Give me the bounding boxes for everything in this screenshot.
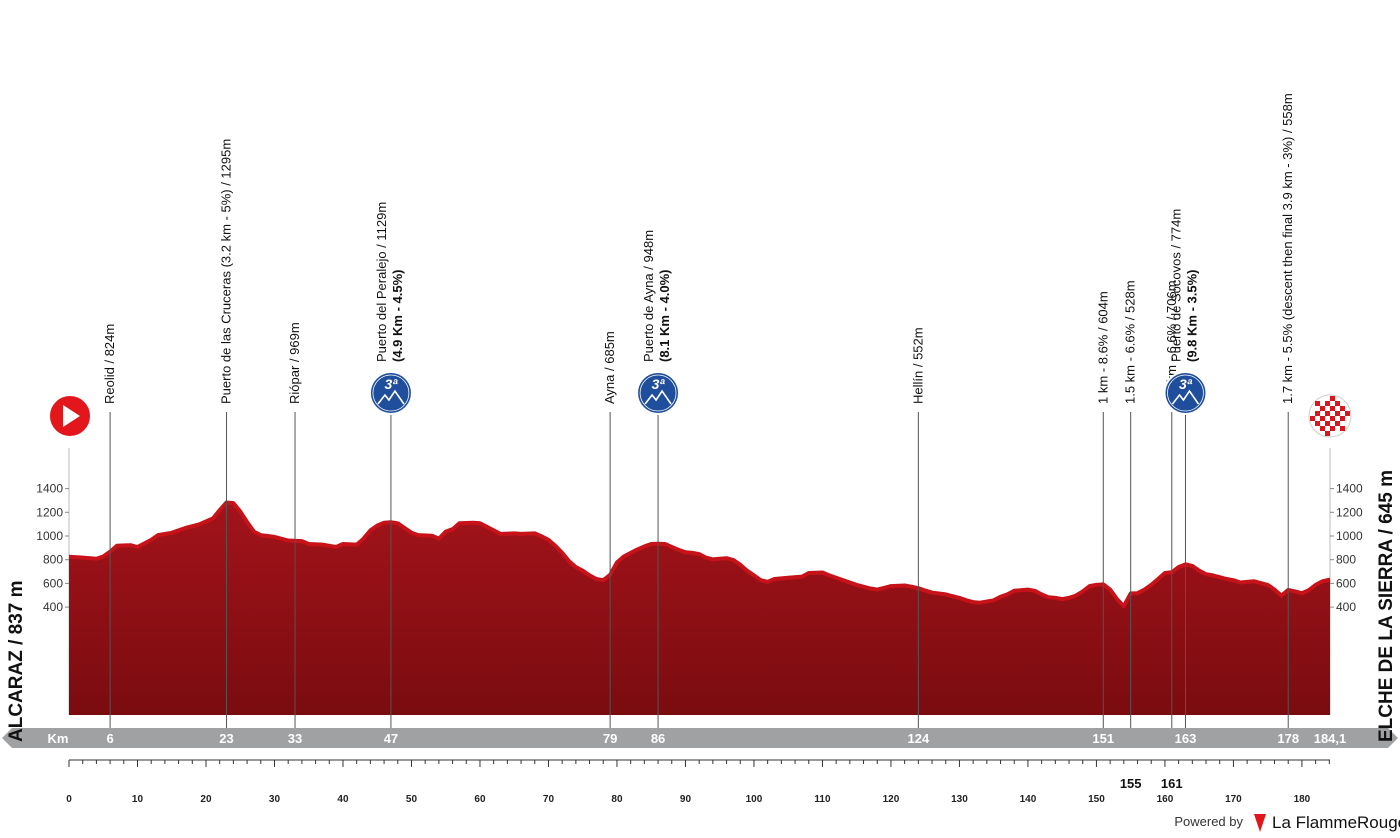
finish-label: ELCHE DE LA SIERRA / 645 m (1376, 470, 1397, 742)
x-tick-label: 110 (814, 794, 831, 805)
km-marker: 184,1 (1314, 731, 1347, 746)
y-tick-label-left: 1400 (36, 482, 63, 496)
footer-branding: Powered by La FlammeRouge (1174, 813, 1400, 832)
climb-category-badge: 3ª (636, 371, 681, 415)
x-tick-label: 80 (611, 794, 623, 805)
waypoint-label: Puerto de las Cruceras (3.2 km - 5%) / 1… (219, 139, 234, 404)
km-marker: 6 (106, 731, 113, 746)
climb-category-text: 3ª (384, 376, 398, 392)
km-marker: 161 (1161, 776, 1183, 791)
x-tick-label: 50 (406, 794, 418, 805)
y-tick-label-right: 1400 (1336, 482, 1363, 496)
elevation-profile (69, 501, 1330, 715)
x-tick-label: 150 (1088, 794, 1105, 805)
start-icon (48, 394, 92, 438)
y-tick-label-left: 800 (43, 553, 63, 567)
y-tick-label-left: 600 (43, 576, 63, 590)
x-tick-label: 100 (746, 794, 763, 805)
x-tick-label: 10 (132, 794, 144, 805)
y-tick-label-left: 1000 (36, 529, 63, 543)
waypoint-labels: Reolid / 824m Puerto de las Cruceras (3.2… (102, 93, 1295, 404)
waypoint-label: Puerto del Peralejo / 1129m (374, 202, 389, 362)
powered-by-text: Powered by (1174, 814, 1243, 829)
y-tick-label-right: 600 (1336, 576, 1356, 590)
waypoint-label: Puerto de Socovos / 774m (1168, 209, 1183, 362)
km-label: Km (48, 731, 69, 746)
mountain-icon (1171, 389, 1200, 405)
km-marker: 23 (219, 731, 233, 746)
x-tick-label: 40 (337, 794, 349, 805)
km-bar-band (2, 728, 1398, 748)
x-tick-label: 160 (1157, 794, 1174, 805)
waypoint-climb-detail: (9.8 Km - 3.5%) (1184, 270, 1199, 362)
waypoint-label: Hellín / 552m (910, 327, 925, 404)
x-tick-label: 130 (951, 794, 968, 805)
km-bar: Km 6 23 33 47 79 86 124 151 155 161 163 178 184,1 (2, 728, 1398, 791)
flamme-rouge-logo-icon (1254, 814, 1266, 832)
x-tick-label: 0 (66, 794, 72, 805)
waypoint-climb-detail: (4.9 Km - 4.5%) (390, 270, 405, 362)
y-tick-label-left: 400 (43, 600, 63, 614)
waypoint-label: Reolid / 824m (102, 324, 117, 404)
climb-category-badge: 3ª (368, 371, 413, 415)
y-tick-label-left: 1200 (36, 505, 63, 519)
waypoint-lines (109, 412, 1289, 743)
km-marker: 124 (907, 731, 929, 746)
km-marker: 155 (1120, 776, 1142, 791)
x-tick-label: 30 (269, 794, 281, 805)
climb-category-text: 3ª (652, 376, 666, 392)
start-label: ALCARAZ / 837 m (6, 580, 27, 742)
waypoint-label: 1.7 km - 5.5% (descent then final 3.9 km… (1280, 93, 1295, 404)
waypoint-label: 1 km - 8.6% / 604m (1095, 291, 1110, 404)
waypoint-climb-detail: (8.1 Km - 4.0%) (657, 270, 672, 362)
waypoint-label: Ayna / 685m (602, 331, 617, 404)
x-tick-label: 120 (883, 794, 900, 805)
x-tick-label: 70 (543, 794, 555, 805)
waypoint-label: 1.5 km - 6.6% / 528m (1123, 280, 1138, 404)
y-tick-label-right: 1200 (1336, 505, 1363, 519)
x-tick-label: 20 (200, 794, 212, 805)
finish-flag-icon (1308, 394, 1352, 438)
km-marker: 47 (384, 731, 398, 746)
mountain-icon (377, 389, 405, 405)
x-tick-label: 170 (1225, 794, 1242, 805)
x-tick-label: 140 (1020, 794, 1037, 805)
waypoint-label: Puerto de Ayna / 948m (641, 230, 656, 362)
elevation-area (68, 500, 1331, 715)
km-marker: 33 (288, 731, 302, 746)
mountain-icon (644, 389, 672, 405)
y-tick-label-right: 400 (1336, 600, 1356, 614)
climb-category-badge: 3ª (1163, 371, 1208, 415)
y-tick-label-right: 1000 (1336, 529, 1363, 543)
waypoint-label: Riópar / 969m (287, 322, 302, 404)
x-tick-label: 90 (680, 794, 692, 805)
x-tick-label: 180 (1294, 794, 1311, 805)
km-marker: 163 (1175, 731, 1197, 746)
icons: 3ª 3ª 3ª (48, 371, 1352, 438)
elevation-profile-edge (68, 500, 1331, 609)
x-tick-label: 60 (474, 794, 486, 805)
climb-category-text: 3ª (1179, 376, 1193, 392)
km-marker: 79 (603, 731, 617, 746)
y-tick-label-right: 800 (1336, 553, 1356, 567)
km-marker: 151 (1092, 731, 1114, 746)
waypoint-label: 1.3 km - 6.6% / 706m (1164, 280, 1179, 404)
km-marker: 86 (651, 731, 665, 746)
brand-text: La FlammeRouge (1272, 813, 1400, 832)
km-marker: 178 (1277, 731, 1299, 746)
